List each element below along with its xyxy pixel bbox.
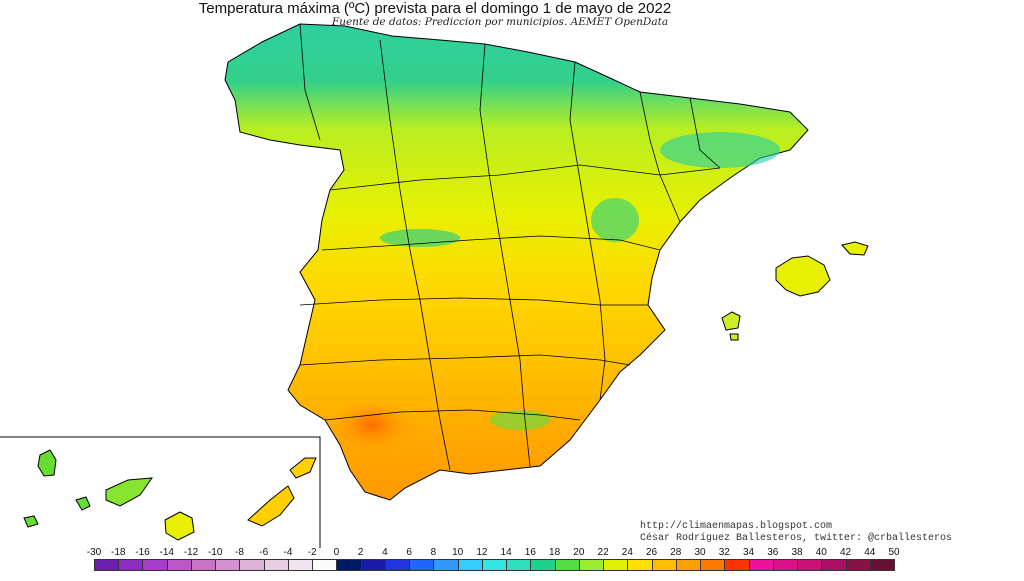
legend-swatch: [578, 559, 605, 571]
legend-swatch: [166, 559, 192, 571]
legend-swatch: [845, 559, 871, 571]
legend-swatch: [360, 559, 386, 571]
legend-tick-label: 50: [888, 547, 900, 558]
legend-swatch: [797, 559, 823, 571]
mallorca-island: [775, 255, 831, 297]
legend-tick-label: -6: [259, 547, 269, 558]
legend-tick-label: 44: [864, 547, 876, 558]
legend-tick-label: -8: [235, 547, 244, 558]
legend-tick-label: -18: [111, 547, 126, 558]
legend-swatch: [263, 559, 289, 571]
cool-area-sierra-nevada: [490, 410, 550, 430]
legend-tick-label: 38: [791, 547, 803, 558]
legend-tick-label: -14: [159, 547, 174, 558]
legend-swatch: [457, 559, 483, 571]
legend-swatch: [675, 559, 702, 571]
legend-tick-label: 26: [646, 547, 658, 558]
cool-area-iberian-system: [591, 198, 639, 242]
peninsula-landmass: [224, 23, 809, 501]
legend-swatch: [724, 559, 750, 571]
legend-tick-label: 16: [524, 547, 536, 558]
legend-tick-label: 4: [382, 547, 388, 558]
legend-tick-label: 18: [549, 547, 561, 558]
legend-swatch: [869, 559, 895, 571]
legend-swatch: [772, 559, 799, 571]
legend-swatch: [239, 559, 265, 571]
legend-tick-label: -16: [135, 547, 150, 558]
legend-tick-label: -12: [183, 547, 199, 558]
legend-swatch: [651, 559, 677, 571]
canary-islands: [23, 449, 317, 541]
cool-area-pyrenees: [660, 132, 780, 168]
color-scale-legend: -30 -18 -16 -14 -12 -10 -8 -6 -4 -2 0 2 4 6 8 10 12 14 16 1…: [0, 544, 1024, 576]
legend-tick-label: 36: [767, 547, 779, 558]
legend-tick-label: 6: [406, 547, 412, 558]
legend-swatch: [700, 559, 726, 571]
legend-swatch: [748, 559, 774, 571]
legend-tick-label: 34: [742, 547, 755, 558]
canary-inset-frame: [0, 436, 321, 548]
legend-tick-label: 0: [333, 547, 340, 558]
legend-tick-label: 42: [839, 547, 852, 558]
legend-tick-label: 10: [452, 547, 464, 558]
formentera-island: [729, 333, 739, 341]
legend-swatch: [118, 559, 144, 571]
legend-tick-label: -30: [86, 547, 102, 558]
legend-swatch: [190, 559, 217, 571]
credit-author: César Rodríguez Ballesteros, twitter: @c…: [640, 533, 953, 544]
legend-tick-label: 32: [718, 547, 730, 558]
legend-tick-label: 8: [430, 547, 437, 558]
legend-swatch: [627, 559, 653, 571]
hotspot-guadalquivir: [330, 399, 414, 451]
province-borders: [299, 23, 721, 471]
legend-swatch: [506, 559, 532, 571]
legend-tick-label: 22: [597, 547, 609, 558]
menorca-island: [841, 241, 869, 256]
legend-swatch: [336, 559, 362, 571]
legend-swatch: [821, 559, 847, 571]
legend-tick-label: 30: [694, 547, 706, 558]
legend-swatch: [94, 559, 120, 571]
legend-swatch: [384, 559, 411, 571]
legend-tick-label: 2: [357, 547, 364, 558]
cool-area-central-system: [380, 229, 460, 247]
legend-swatch: [554, 559, 580, 571]
legend-swatch: [530, 559, 556, 571]
legend-swatch: [215, 559, 241, 571]
legend-tick-label: 20: [573, 547, 585, 558]
legend-tick-label: 40: [815, 547, 827, 558]
legend-tick-label: 14: [500, 547, 512, 558]
legend-tick-label: 12: [476, 547, 488, 558]
legend-swatch: [481, 559, 508, 571]
legend-swatch: [433, 559, 459, 571]
legend-tick-label: -2: [307, 547, 317, 558]
map-subtitle: Fuente de datos: Prediccion por municipi…: [331, 16, 669, 28]
credit-url: http://climaenmapas.blogspot.com: [640, 521, 833, 532]
legend-swatch: [603, 559, 629, 571]
legend-tick-label: -4: [283, 547, 293, 558]
legend-swatch: [409, 559, 435, 571]
map-title: Temperatura máxima (ºC) prevista para el…: [198, 0, 672, 17]
legend-swatch: [142, 559, 168, 571]
legend-tick-label: -10: [207, 547, 223, 558]
legend-swatch: [287, 559, 314, 571]
legend-tick-label: 28: [670, 547, 682, 558]
legend-swatch: [312, 559, 338, 571]
ibiza-island: [721, 311, 741, 331]
legend-tick-label: 24: [621, 547, 633, 558]
